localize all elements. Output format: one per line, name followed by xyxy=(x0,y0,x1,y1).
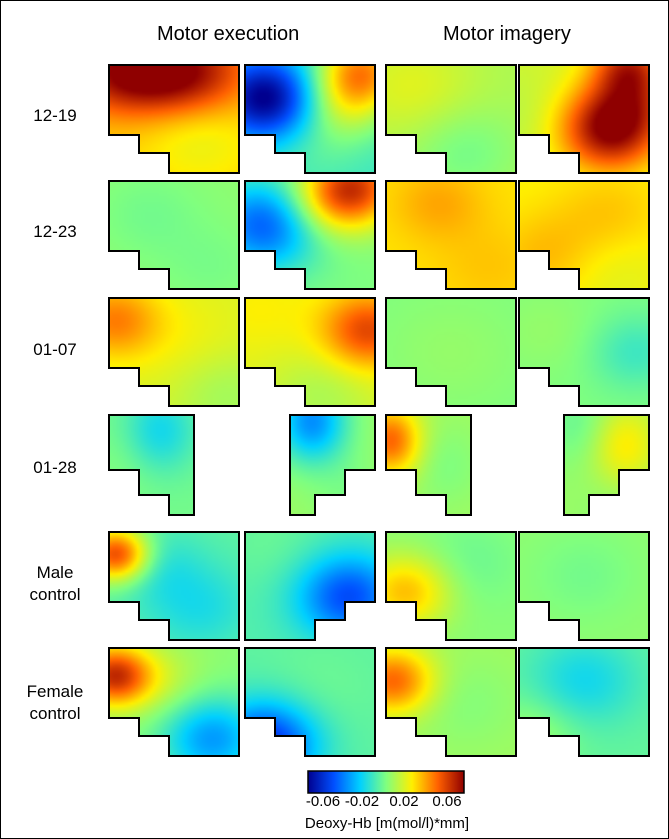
topography-map xyxy=(244,297,376,407)
map-outline xyxy=(108,64,240,174)
map-heat-fill xyxy=(386,181,516,289)
topography-map xyxy=(385,297,517,407)
map-heat-fill xyxy=(519,65,649,173)
colorbar-tick: -0.02 xyxy=(344,793,380,810)
topography-map xyxy=(108,180,240,290)
map-heat-fill xyxy=(245,298,375,406)
map-outline xyxy=(244,647,376,757)
topography-map xyxy=(289,414,376,516)
topography-map xyxy=(244,531,376,641)
map-heat-fill xyxy=(290,415,375,515)
map-heat-fill xyxy=(109,415,194,515)
map-outline xyxy=(108,531,240,641)
topography-map xyxy=(385,64,517,174)
map-outline xyxy=(244,297,376,407)
map-heat-fill xyxy=(109,65,239,173)
map-outline xyxy=(108,647,240,757)
map-heat-fill xyxy=(386,65,516,173)
map-heat-fill xyxy=(564,415,649,515)
topography-map xyxy=(108,647,240,757)
map-outline xyxy=(385,297,517,407)
map-outline xyxy=(563,414,650,516)
colorbar-ticks: -0.06 -0.02 0.02 0.06 xyxy=(1,793,668,813)
map-outline xyxy=(108,297,240,407)
map-outline xyxy=(108,180,240,290)
topography-map xyxy=(563,414,650,516)
map-outline xyxy=(289,414,376,516)
topography-map xyxy=(244,647,376,757)
map-heat-fill xyxy=(386,298,516,406)
row-label-12-23: 12-23 xyxy=(33,222,77,241)
topography-map xyxy=(518,180,650,290)
topography-map xyxy=(108,64,240,174)
row-label-female-control: Female control xyxy=(26,682,84,723)
topography-map xyxy=(108,531,240,641)
topography-map xyxy=(108,297,240,407)
topography-map xyxy=(385,647,517,757)
map-heat-fill xyxy=(519,181,649,289)
map-heat-fill xyxy=(245,532,375,640)
row-label-12-19: 12-19 xyxy=(33,106,77,125)
topography-map xyxy=(518,297,650,407)
topography-map xyxy=(244,180,376,290)
map-outline xyxy=(518,531,650,641)
motor-imagery-header: Motor imagery xyxy=(443,23,571,45)
colorbar xyxy=(307,770,465,794)
map-heat-fill xyxy=(386,532,516,640)
topography-map xyxy=(108,414,195,516)
topography-map xyxy=(518,531,650,641)
map-outline xyxy=(518,64,650,174)
topography-map xyxy=(518,64,650,174)
map-heat-fill xyxy=(519,648,649,756)
colorbar-tick: 0.06 xyxy=(432,793,462,810)
topography-map xyxy=(244,64,376,174)
map-outline xyxy=(385,64,517,174)
map-outline xyxy=(108,414,195,516)
row-label-01-28: 01-28 xyxy=(33,458,77,477)
map-heat-fill xyxy=(109,648,239,756)
row-label-01-07: 01-07 xyxy=(33,340,77,359)
map-outline xyxy=(518,180,650,290)
map-heat-fill xyxy=(245,648,375,756)
map-heat-fill xyxy=(245,181,375,289)
map-heat-fill xyxy=(386,415,471,515)
map-heat-fill xyxy=(109,181,239,289)
colorbar-label: Deoxy-Hb [m(mol/l)*mm] xyxy=(304,815,470,832)
topography-map xyxy=(518,647,650,757)
row-label-male-control: Male control xyxy=(29,563,81,604)
colorbar-tick: 0.02 xyxy=(389,793,419,810)
topography-map xyxy=(385,180,517,290)
map-heat-fill xyxy=(519,298,649,406)
map-outline xyxy=(385,180,517,290)
map-outline xyxy=(385,531,517,641)
colorbar-tick: -0.06 xyxy=(305,793,341,810)
map-outline xyxy=(518,297,650,407)
map-heat-fill xyxy=(245,65,375,173)
map-heat-fill xyxy=(109,298,239,406)
map-outline xyxy=(385,414,472,516)
map-heat-fill xyxy=(519,532,649,640)
map-outline xyxy=(244,531,376,641)
motor-execution-header: Motor execution xyxy=(157,23,300,45)
map-outline xyxy=(244,180,376,290)
map-outline xyxy=(518,647,650,757)
map-outline xyxy=(244,64,376,174)
map-heat-fill xyxy=(109,532,239,640)
topography-map xyxy=(385,414,472,516)
map-heat-fill xyxy=(386,648,516,756)
topography-map xyxy=(385,531,517,641)
map-outline xyxy=(385,647,517,757)
